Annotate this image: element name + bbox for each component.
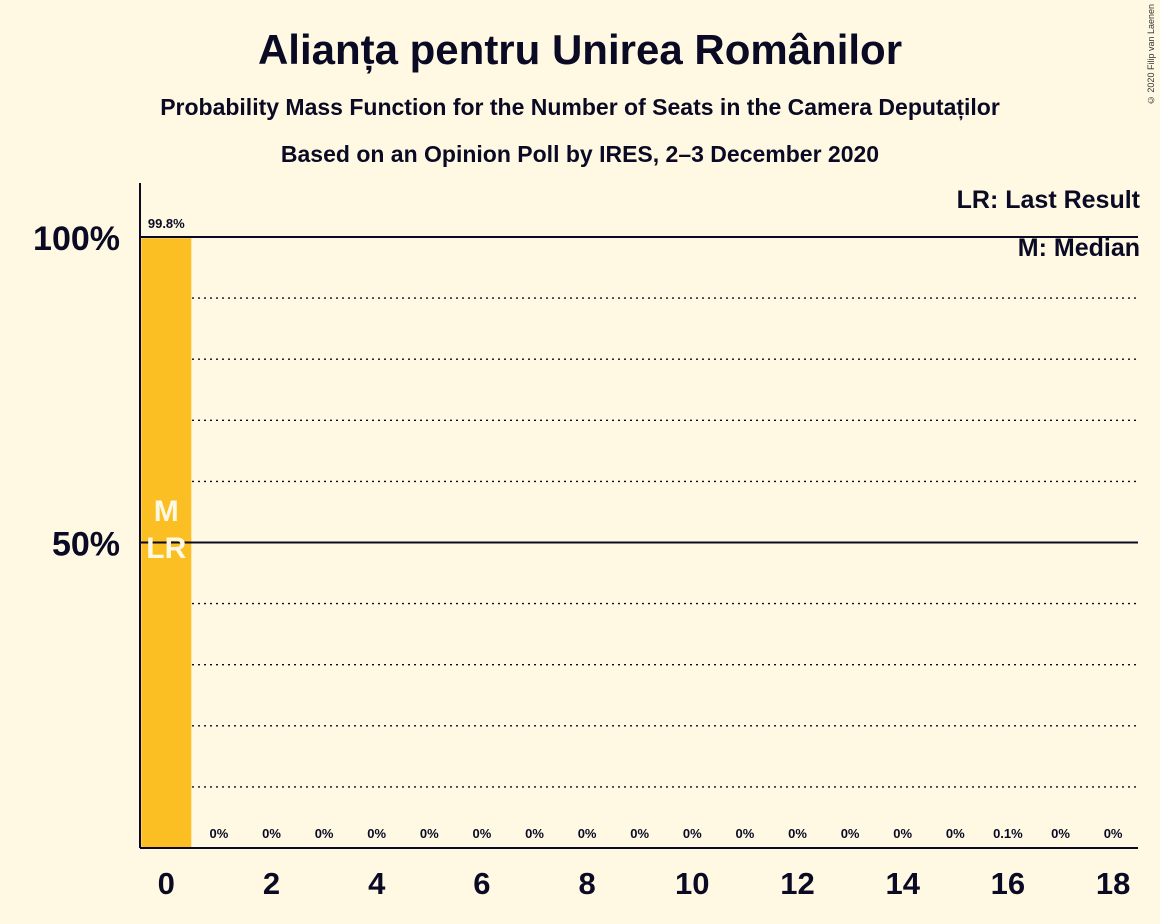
x-tick-label: 2 bbox=[263, 866, 280, 901]
legend-last-result: LR: Last Result bbox=[956, 186, 1140, 214]
last-result-marker: LR bbox=[146, 532, 186, 565]
x-tick-label: 8 bbox=[578, 866, 595, 901]
data-label-7: 0% bbox=[525, 826, 544, 841]
data-label-10: 0% bbox=[683, 826, 702, 841]
data-label-0: 99.8% bbox=[148, 216, 185, 231]
x-tick-label: 18 bbox=[1096, 866, 1130, 901]
chart-title: Alianța pentru Unirea Românilor bbox=[257, 26, 903, 73]
data-label-2: 0% bbox=[262, 826, 281, 841]
data-label-5: 0% bbox=[420, 826, 439, 841]
median-marker: M bbox=[154, 495, 179, 528]
data-label-8: 0% bbox=[578, 826, 597, 841]
data-label-14: 0% bbox=[893, 826, 912, 841]
data-label-16: 0.1% bbox=[993, 826, 1023, 841]
x-tick-label: 12 bbox=[780, 866, 814, 901]
data-label-15: 0% bbox=[946, 826, 965, 841]
data-label-13: 0% bbox=[841, 826, 860, 841]
legend-median: M: Median bbox=[1017, 234, 1140, 262]
y-tick-label: 100% bbox=[33, 220, 120, 258]
data-label-6: 0% bbox=[473, 826, 492, 841]
data-label-17: 0% bbox=[1051, 826, 1070, 841]
x-tick-label: 4 bbox=[368, 866, 386, 901]
data-label-12: 0% bbox=[788, 826, 807, 841]
data-label-18: 0% bbox=[1104, 826, 1123, 841]
x-tick-label: 16 bbox=[991, 866, 1025, 901]
x-tick-label: 0 bbox=[158, 866, 175, 901]
data-label-11: 0% bbox=[736, 826, 755, 841]
data-label-1: 0% bbox=[210, 826, 229, 841]
x-tick-label: 6 bbox=[473, 866, 490, 901]
data-label-3: 0% bbox=[315, 826, 334, 841]
data-label-4: 0% bbox=[367, 826, 386, 841]
x-tick-label: 10 bbox=[675, 866, 709, 901]
x-tick-label: 14 bbox=[885, 866, 920, 901]
chart-source: Based on an Opinion Poll by IRES, 2–3 De… bbox=[280, 141, 880, 167]
chart-subtitle: Probability Mass Function for the Number… bbox=[160, 94, 1000, 120]
data-label-9: 0% bbox=[630, 826, 649, 841]
y-tick-label: 50% bbox=[52, 526, 120, 564]
